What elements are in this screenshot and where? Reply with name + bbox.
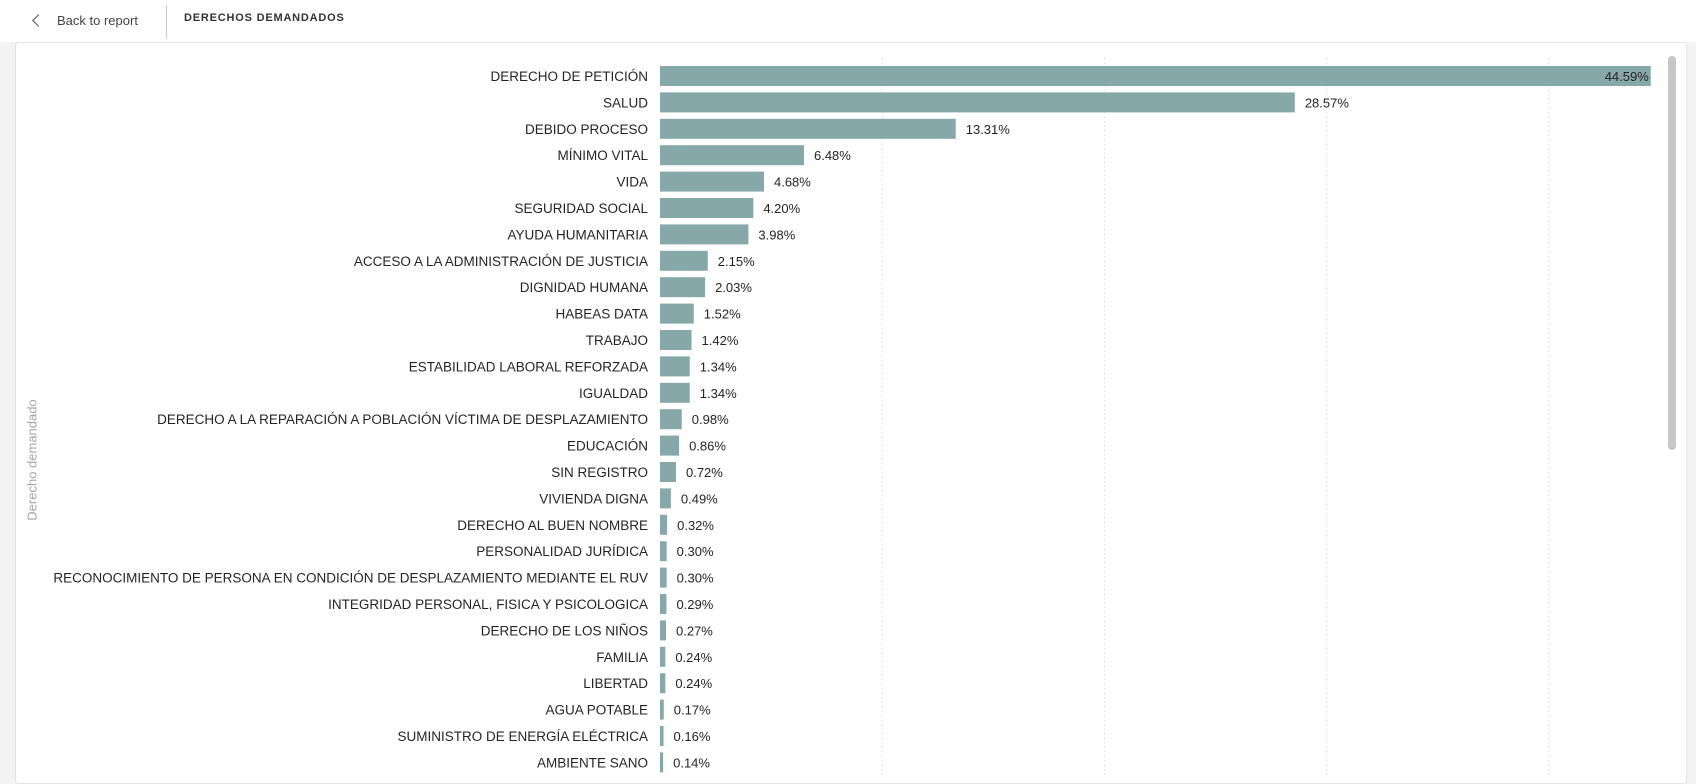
category-label: VIDA: [616, 175, 648, 190]
category-label: AYUDA HUMANITARIA: [507, 227, 648, 242]
category-label: LIBERTAD: [583, 676, 648, 691]
data-label: 0.27%: [676, 623, 713, 638]
bar[interactable]: [660, 92, 1295, 113]
category-label: MÍNIMO VITAL: [557, 148, 648, 163]
category-label: SALUD: [603, 95, 648, 110]
scrollbar-thumb[interactable]: [1668, 56, 1676, 450]
category-label: VIVIENDA DIGNA: [539, 491, 648, 506]
bar[interactable]: [660, 382, 690, 403]
bar[interactable]: [660, 646, 666, 667]
data-label: 0.49%: [681, 491, 718, 506]
data-label: 0.72%: [686, 465, 723, 480]
data-label: 13.31%: [966, 122, 1011, 137]
data-label: 4.20%: [763, 201, 800, 216]
bar[interactable]: [660, 699, 664, 720]
category-label: DERECHO DE LOS NIÑOS: [481, 623, 648, 638]
data-label: 2.03%: [715, 280, 752, 295]
chart-panel: [15, 42, 1687, 784]
data-label: 0.24%: [675, 676, 712, 691]
data-label: 0.14%: [673, 755, 710, 770]
data-label: 4.68%: [774, 175, 811, 190]
data-label: 0.17%: [674, 703, 711, 718]
category-label: FAMILIA: [596, 650, 648, 665]
data-label: 0.86%: [689, 439, 726, 454]
data-label: 44.59%: [1605, 69, 1650, 84]
bar[interactable]: [660, 277, 706, 298]
data-label: 1.42%: [702, 333, 739, 348]
bar[interactable]: [660, 541, 667, 562]
bar[interactable]: [660, 620, 666, 641]
category-label: DEBIDO PROCESO: [525, 122, 648, 137]
data-label: 6.48%: [814, 148, 851, 163]
category-label: ACCESO A LA ADMINISTRACIÓN DE JUSTICIA: [354, 254, 648, 269]
data-label: 1.34%: [700, 386, 737, 401]
data-label: 0.30%: [677, 544, 714, 559]
category-label: AGUA POTABLE: [545, 703, 648, 718]
data-label: 1.52%: [704, 307, 741, 322]
category-label: HABEAS DATA: [555, 307, 648, 322]
bar[interactable]: [660, 567, 667, 588]
data-label: 0.24%: [675, 650, 712, 665]
back-to-report-label: Back to report: [57, 12, 138, 28]
data-label: 28.57%: [1305, 95, 1350, 110]
bar[interactable]: [660, 171, 764, 192]
category-label: DERECHO AL BUEN NOMBRE: [457, 518, 648, 533]
bar[interactable]: [660, 303, 694, 324]
category-label: SEGURIDAD SOCIAL: [514, 201, 648, 216]
bar[interactable]: [660, 435, 680, 456]
bar[interactable]: [660, 514, 668, 535]
category-label: DIGNIDAD HUMANA: [520, 280, 648, 295]
back-to-report-button[interactable]: Back to report: [30, 8, 138, 32]
bar[interactable]: [660, 726, 664, 746]
bar[interactable]: [660, 250, 708, 271]
category-label: ESTABILIDAD LABORAL REFORZADA: [409, 359, 648, 374]
category-label: TRABAJO: [586, 333, 648, 348]
bar[interactable]: [660, 488, 671, 509]
data-label: 0.30%: [677, 571, 714, 586]
category-label: DERECHO DE PETICIÓN: [490, 69, 648, 84]
category-label: EDUCACIÓN: [567, 439, 648, 454]
category-label: SIN REGISTRO: [551, 465, 648, 480]
data-label: 3.98%: [758, 227, 795, 242]
category-label: INTEGRIDAD PERSONAL, FISICA Y PSICOLOGIC…: [328, 597, 648, 612]
data-label: 0.98%: [692, 412, 729, 427]
data-label: 2.15%: [718, 254, 755, 269]
data-label: 1.34%: [700, 359, 737, 374]
category-label: IGUALDAD: [579, 386, 648, 401]
bar[interactable]: [660, 145, 804, 166]
data-label: 0.29%: [676, 597, 713, 612]
data-label: 0.16%: [674, 729, 711, 744]
bar[interactable]: [660, 462, 676, 482]
bar[interactable]: [660, 118, 956, 139]
data-label: 0.32%: [677, 518, 714, 533]
category-label: DERECHO A LA REPARACIÓN A POBLACIÓN VÍCT…: [157, 412, 648, 427]
category-label: SUMINISTRO DE ENERGÍA ELÉCTRICA: [397, 729, 648, 744]
category-label: RECONOCIMIENTO DE PERSONA EN CONDICIÓN D…: [53, 571, 648, 586]
header-divider: [166, 5, 167, 39]
bar[interactable]: [660, 330, 692, 350]
bar[interactable]: [660, 224, 749, 245]
bar[interactable]: [660, 752, 664, 773]
bar[interactable]: [660, 198, 754, 218]
bar[interactable]: [660, 673, 666, 694]
bar[interactable]: [660, 594, 667, 614]
bar[interactable]: [660, 409, 682, 430]
page-title: DERECHOS DEMANDADOS: [184, 12, 345, 24]
top-bar: Back to report DERECHOS DEMANDADOS: [0, 0, 1696, 42]
category-label: PERSONALIDAD JURÍDICA: [476, 544, 648, 559]
category-label: AMBIENTE SANO: [537, 755, 648, 770]
bar[interactable]: [660, 356, 690, 377]
bar[interactable]: [660, 66, 1651, 86]
